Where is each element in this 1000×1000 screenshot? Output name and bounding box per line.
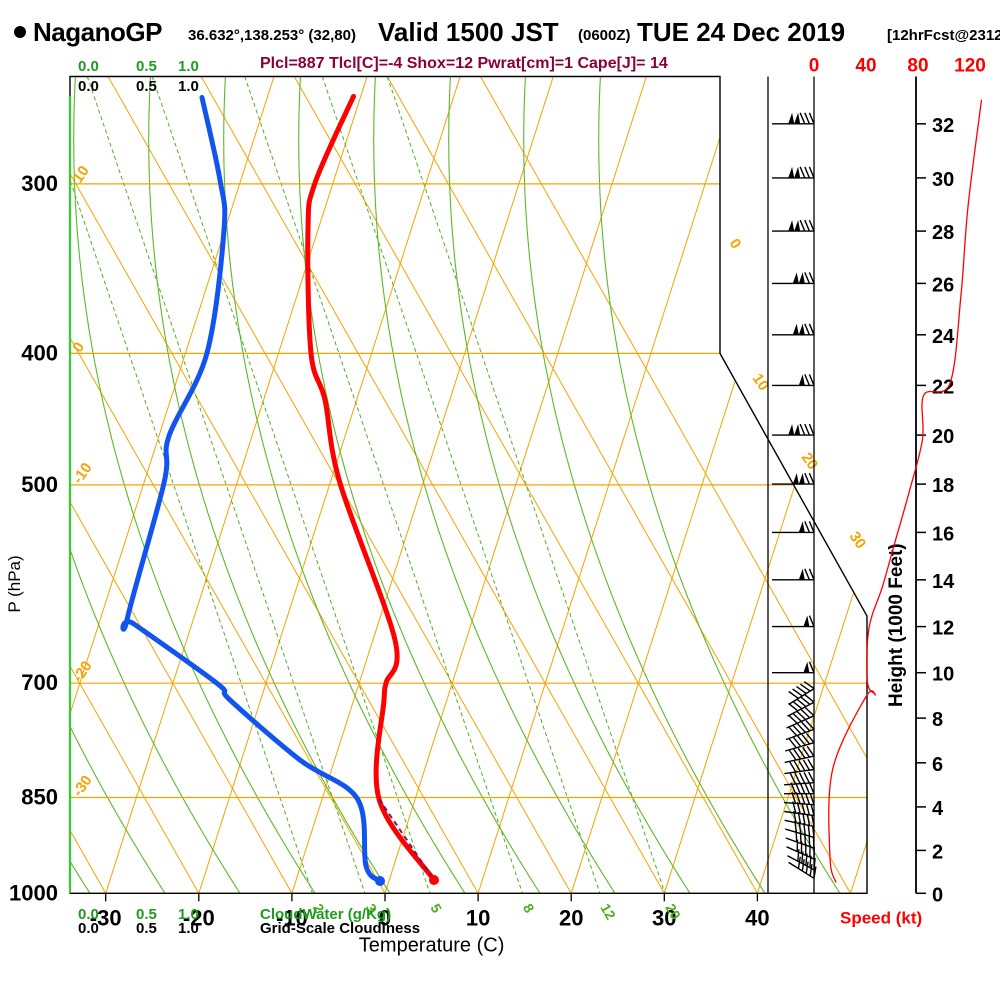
svg-text:24: 24 — [932, 326, 955, 348]
svg-text:0: 0 — [809, 56, 820, 77]
svg-text:Valid 1500 JST: Valid 1500 JST — [378, 17, 559, 47]
svg-text:30: 30 — [932, 169, 954, 191]
svg-text:1000: 1000 — [9, 880, 58, 905]
svg-text:14: 14 — [932, 571, 955, 593]
svg-text:8: 8 — [932, 709, 943, 731]
svg-text:Plcl=887 Tlcl[C]=-4 Shox=12 Pw: Plcl=887 Tlcl[C]=-4 Shox=12 Pwrat[cm]=1 … — [260, 55, 668, 72]
svg-text:4: 4 — [932, 798, 944, 820]
svg-text:40: 40 — [745, 905, 769, 930]
svg-text:32: 32 — [932, 115, 954, 137]
svg-text:36.632°,138.253° (32,80): 36.632°,138.253° (32,80) — [188, 27, 356, 44]
svg-text:0.5: 0.5 — [136, 920, 157, 937]
svg-text:P (hPa): P (hPa) — [5, 555, 24, 612]
svg-text:20: 20 — [559, 905, 583, 930]
svg-text:26: 26 — [932, 274, 954, 296]
svg-text:0.5: 0.5 — [136, 78, 157, 95]
svg-text:(0600Z): (0600Z) — [578, 27, 631, 44]
svg-text:300: 300 — [21, 171, 58, 196]
svg-text:Grid-Scale Cloudiness: Grid-Scale Cloudiness — [260, 920, 420, 937]
svg-text:20: 20 — [932, 426, 954, 448]
svg-text:10: 10 — [466, 905, 490, 930]
svg-text:2: 2 — [932, 841, 943, 863]
svg-text:10: 10 — [932, 664, 954, 686]
svg-text:TUE 24 Dec 2019: TUE 24 Dec 2019 — [637, 17, 845, 47]
svg-text:400: 400 — [21, 340, 58, 365]
svg-text:850: 850 — [21, 785, 58, 810]
svg-text:12: 12 — [932, 618, 954, 640]
svg-text:Height (1000 Feet): Height (1000 Feet) — [886, 543, 907, 707]
svg-text:Temperature (C): Temperature (C) — [359, 934, 505, 956]
svg-text:18: 18 — [932, 475, 954, 497]
svg-text:6: 6 — [932, 754, 943, 776]
svg-text:[12hrFcst@2312z]: [12hrFcst@2312z] — [887, 27, 1000, 44]
svg-text:0.5: 0.5 — [136, 58, 157, 75]
svg-text:0.0: 0.0 — [78, 78, 99, 95]
svg-text:0.0: 0.0 — [78, 58, 99, 75]
svg-text:28: 28 — [932, 222, 954, 244]
svg-text:1.0: 1.0 — [178, 78, 199, 95]
svg-text:500: 500 — [21, 472, 58, 497]
svg-text:80: 80 — [907, 56, 928, 77]
svg-text:1.0: 1.0 — [178, 58, 199, 75]
svg-text:1.0: 1.0 — [178, 920, 199, 937]
svg-text:Speed (kt): Speed (kt) — [840, 908, 922, 927]
svg-text:40: 40 — [855, 56, 876, 77]
svg-text:NaganoGP: NaganoGP — [33, 17, 162, 47]
svg-text:700: 700 — [21, 670, 58, 695]
svg-text:0: 0 — [932, 884, 943, 906]
svg-text:0.0: 0.0 — [78, 920, 99, 937]
svg-text:16: 16 — [932, 523, 954, 545]
svg-text:120: 120 — [954, 56, 986, 77]
